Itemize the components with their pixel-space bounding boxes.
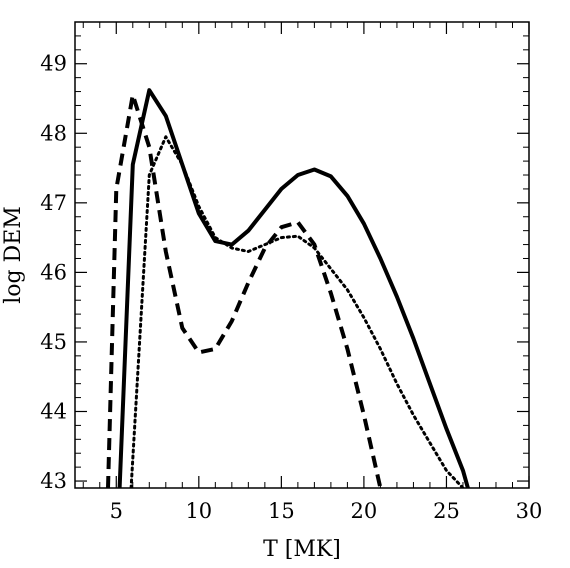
y-tick-label: 45 xyxy=(40,330,67,354)
x-tick-label: 10 xyxy=(185,499,212,523)
series-group xyxy=(106,88,470,488)
x-tick-label: 30 xyxy=(516,499,543,523)
y-tick-label: 47 xyxy=(40,191,67,215)
dashed-series-line xyxy=(106,93,383,488)
x-tick-label: 5 xyxy=(110,499,123,523)
solid-series-line xyxy=(117,88,470,488)
y-tick-label: 44 xyxy=(40,399,67,423)
y-tick-label: 49 xyxy=(40,52,67,76)
dotted-series-line xyxy=(129,135,465,488)
axis-ticks xyxy=(75,21,530,488)
y-tick-label: 46 xyxy=(40,260,67,284)
y-tick-label: 43 xyxy=(40,469,67,493)
y-tick-label: 48 xyxy=(40,121,67,145)
axis-tick-labels: 5 10 15 20 25 30 43 44 45 46 47 48 49 xyxy=(40,52,542,523)
x-tick-label: 25 xyxy=(433,499,460,523)
y-axis-label: log DEM xyxy=(1,206,26,304)
plot-frame xyxy=(74,21,530,489)
x-axis-label: T [MK] xyxy=(263,537,341,562)
x-tick-label: 15 xyxy=(268,499,295,523)
x-tick-label: 20 xyxy=(351,499,378,523)
